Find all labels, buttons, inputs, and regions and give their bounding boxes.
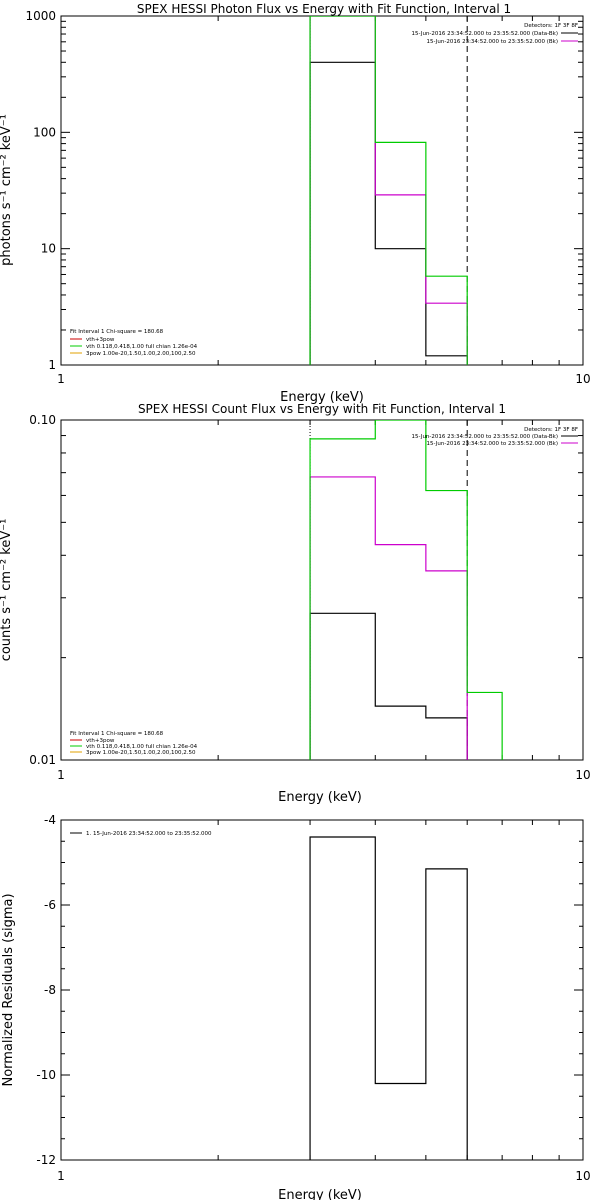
photon-series-0-line	[309, 61, 468, 365]
count-series-2-line	[309, 420, 503, 760]
residuals-y-tick-label: -4	[44, 813, 56, 827]
photon-y-tick-label: 100	[33, 125, 56, 139]
photon-y-tick-label: 1	[48, 358, 56, 372]
photon-series-2-line	[309, 16, 468, 365]
photon-x-tick-label: 1	[57, 372, 65, 386]
count-fit-legend-entry: 3pow 1.00e-20,1.50,1.00,2.00,100,2.50	[86, 750, 196, 756]
count-data-legend-entry: 15-Jun-2016 23:34:52.000 to 23:35:52.000…	[412, 434, 558, 440]
photon-fit-legend-entry: 3pow 1.00e-20,1.50,1.00,2.00,100,2.50	[86, 351, 196, 357]
count-chart-title: SPEX HESSI Count Flux vs Energy with Fit…	[138, 402, 506, 416]
residuals-series-0-line	[309, 836, 468, 1160]
count-detectors-label: Detectors: 1F 3F 8F	[524, 427, 578, 433]
count-y-tick-label: 0.01	[29, 753, 56, 767]
photon-y-axis-label: photons s⁻¹ cm⁻² keV⁻¹	[0, 114, 14, 266]
residuals-legend-entry: 1. 15-Jun-2016 23:34:52.000 to 23:35:52.…	[86, 831, 212, 837]
residuals-x-axis-label: Energy (keV)	[278, 1188, 362, 1200]
residuals-y-tick-label: -8	[44, 983, 56, 997]
count-plot-frame	[60, 419, 584, 761]
photon-y-tick-label: 10	[41, 242, 56, 256]
residuals-x-tick-label: 10	[575, 1169, 590, 1183]
photon-x-tick-label: 10	[575, 372, 590, 386]
photon-fit-legend-entry: vth+3pow	[86, 337, 115, 343]
residuals-plot-frame	[60, 819, 584, 1161]
photon-flux-panel: SPEX HESSI Photon Flux vs Energy with Fi…	[0, 2, 591, 405]
residuals-y-axis-label: Normalized Residuals (sigma)	[1, 893, 16, 1086]
residuals-y-tick-label: -12	[36, 1153, 56, 1167]
photon-data-legend-entry: 15-Jun-2016 23:34:52.000 to 23:35:52.000…	[412, 31, 558, 37]
count-y-axis-label: counts s⁻¹ cm⁻² keV⁻¹	[0, 519, 14, 662]
count-fit-legend-entry: vth 0.118,0.418,1.00 full chian 1.26e-04	[86, 744, 198, 750]
photon-fit-legend-title: Fit Interval 1 Chi-square = 180.68	[70, 329, 164, 335]
count-series-1-line	[309, 476, 468, 760]
residuals-y-tick-label: -10	[36, 1068, 56, 1082]
photon-data-legend-entry: 15-Jun-2016 23:34:52.000 to 23:35:52.000…	[426, 39, 558, 45]
count-series-0-line	[309, 612, 468, 760]
residuals-x-tick-label: 1	[57, 1169, 65, 1183]
count-x-axis-label: Energy (keV)	[278, 790, 362, 805]
count-y-tick-label: 0.10	[29, 413, 56, 427]
count-x-tick-label: 10	[575, 768, 590, 782]
photon-series-1-line	[309, 16, 468, 365]
residuals-panel: -4 -6 -8 -10 -12 1 10 Energy (keV) Normalize…	[1, 813, 591, 1200]
count-flux-panel: SPEX HESSI Count Flux vs Energy with Fit…	[0, 402, 591, 805]
residuals-y-tick-label: -6	[44, 898, 56, 912]
photon-y-tick-label: 1000	[25, 9, 56, 23]
count-fit-legend-entry: vth+3pow	[86, 738, 115, 744]
photon-chart-title: SPEX HESSI Photon Flux vs Energy with Fi…	[137, 2, 511, 16]
photon-detectors-label: Detectors: 1F 3F 8F	[524, 23, 578, 29]
photon-fit-legend-entry: vth 0.118,0.418,1.00 full chian 1.26e-04	[86, 344, 198, 350]
count-fit-legend-title: Fit Interval 1 Chi-square = 180.68	[70, 731, 164, 737]
photon-plot-frame	[60, 15, 584, 366]
count-data-legend-entry: 15-Jun-2016 23:34:52.000 to 23:35:52.000…	[426, 441, 558, 447]
photon-x-axis-label: Energy (keV)	[280, 390, 364, 405]
count-x-tick-label: 1	[57, 768, 65, 782]
